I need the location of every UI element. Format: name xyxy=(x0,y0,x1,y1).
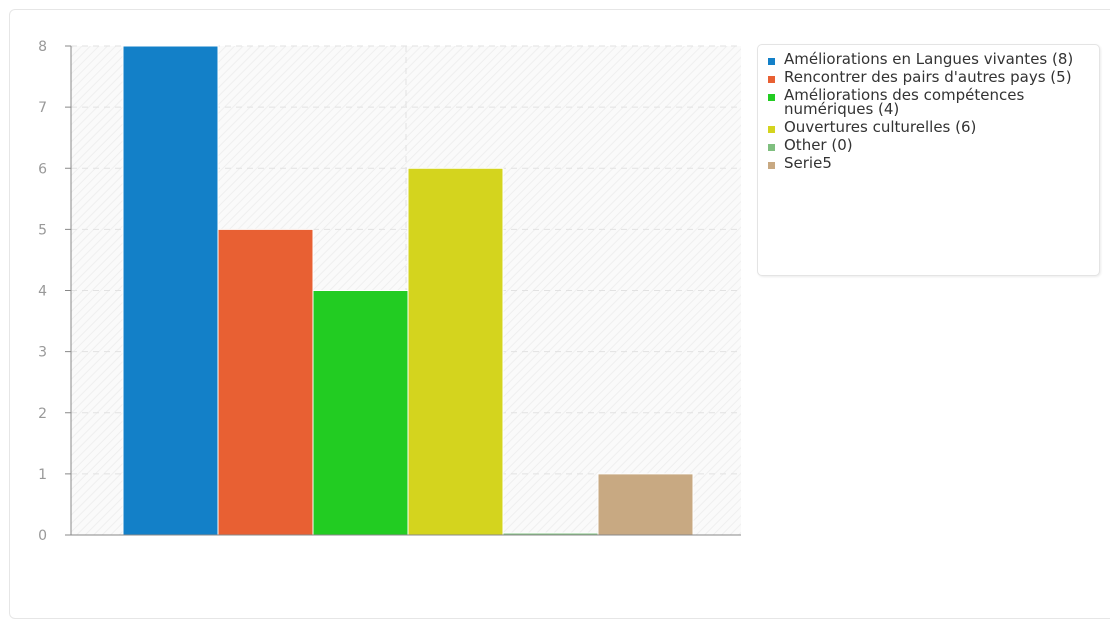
y-tick-label: 8 xyxy=(38,39,47,55)
y-tick-label: 1 xyxy=(38,467,47,483)
legend-item[interactable]: Serie5 xyxy=(768,154,1089,172)
legend-swatch xyxy=(768,76,775,83)
y-tick-label: 3 xyxy=(38,345,47,361)
bar[interactable] xyxy=(312,290,409,536)
y-tick-label: 5 xyxy=(38,222,47,238)
y-tick-label: 6 xyxy=(38,161,47,177)
axes: 0 1 2 3 4 5 6 7 8 xyxy=(38,39,741,544)
legend-item[interactable]: Rencontrer des pairs d'autres pays (5) xyxy=(768,68,1089,86)
legend-item[interactable]: Other (0) xyxy=(768,136,1089,154)
legend-swatch xyxy=(768,144,775,151)
legend-item[interactable]: Améliorations en Langues vivantes (8) xyxy=(768,50,1089,68)
legend-label: Serie5 xyxy=(784,154,832,172)
y-tick-label: 0 xyxy=(38,528,47,544)
y-tick-label: 2 xyxy=(38,406,47,422)
legend-item[interactable]: Ouvertures culturelles (6) xyxy=(768,118,1089,136)
legend-label: Rencontrer des pairs d'autres pays (5) xyxy=(784,68,1072,86)
legend-swatch xyxy=(768,58,775,65)
legend-label: Ouvertures culturelles (6) xyxy=(784,118,977,136)
bar[interactable] xyxy=(217,228,314,536)
bar[interactable] xyxy=(122,45,219,536)
legend-label: Améliorations en Langues vivantes (8) xyxy=(784,50,1074,68)
legend-swatch xyxy=(768,126,775,133)
y-tick-label: 7 xyxy=(38,100,47,116)
legend: Améliorations en Langues vivantes (8) Re… xyxy=(757,44,1100,276)
legend-swatch xyxy=(768,94,775,101)
legend-label: Other (0) xyxy=(784,136,853,154)
legend-swatch xyxy=(768,162,775,169)
bar[interactable] xyxy=(407,167,504,536)
legend-item[interactable]: Améliorations des compétences numériques… xyxy=(768,86,1089,118)
y-tick-label: 4 xyxy=(38,284,47,300)
legend-label: Améliorations des compétences numériques… xyxy=(784,86,1025,118)
bars xyxy=(122,45,694,536)
bar[interactable] xyxy=(597,473,694,536)
